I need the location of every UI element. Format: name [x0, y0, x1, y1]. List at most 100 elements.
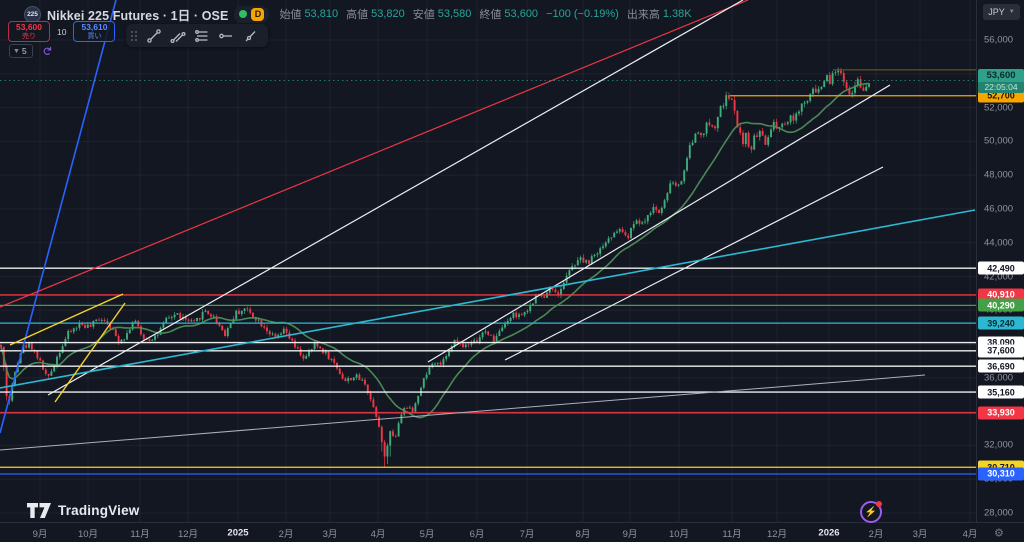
time-tick-label: 9月	[622, 528, 638, 540]
price-level-badge[interactable]: 40,910	[978, 288, 1024, 302]
time-tick-label: 9月	[32, 528, 48, 540]
time-tick-label: 7月	[519, 528, 535, 540]
price-tick-label: 56,000	[984, 34, 1014, 46]
time-tick-label: 2月	[868, 528, 884, 540]
trend-line-white-long	[47, 0, 744, 396]
buy-label: 買い	[87, 32, 102, 40]
tradingview-logo-text: TradingView	[58, 503, 140, 518]
symbol-title[interactable]: Nikkei 225 Futures · 1日 · OSE	[47, 8, 229, 23]
chart-area[interactable]: 225 Nikkei 225 Futures · 1日 · OSE D 始値 53…	[0, 0, 976, 523]
price-level-badge[interactable]: 40,290	[978, 298, 1024, 312]
price-tick-label: 48,000	[984, 169, 1014, 181]
parallel-channel-tool-icon[interactable]	[168, 26, 188, 45]
symbol-logo[interactable]: 225	[24, 5, 41, 23]
time-tick-label: 4月	[370, 528, 386, 540]
lightning-icon: ⚡	[864, 506, 878, 518]
trend-line-red-rising	[0, 0, 749, 308]
time-tick-label: 2025	[227, 527, 249, 538]
currency-label: JPY	[988, 7, 1005, 17]
trend-line-yellow-wedge-2	[54, 302, 126, 403]
tradingview-logo[interactable]: TradingView	[27, 503, 139, 518]
level-lines	[0, 69, 976, 475]
price-tick-label: 28,000	[984, 507, 1014, 519]
trend-line-tool-icon[interactable]	[144, 26, 164, 45]
sell-price: 53,600	[16, 22, 42, 33]
ohlc-label: 高値	[346, 9, 369, 21]
current-price-value: 53,600	[978, 68, 1024, 82]
qty-dropdown[interactable]: ▼ 5	[9, 44, 33, 58]
trend-line-yellow-wedge-1	[9, 293, 124, 346]
ohlc-value: 53,600	[504, 8, 539, 20]
ohlc-label: 出来高	[626, 9, 660, 21]
ohlc-row: 始値 53,810 高値 53,820 安値 53,580 終値 53,600 −100 (−0…	[279, 6, 696, 22]
price-level-badge[interactable]: 30,310	[978, 467, 1024, 481]
currency-button[interactable]: JPY ▼	[983, 4, 1020, 20]
price-tick-label: 50,000	[984, 135, 1014, 147]
bar-countdown: 22:05:04	[978, 81, 1024, 93]
time-tick-label: 2026	[818, 527, 840, 538]
trend-line-cyan-rising	[0, 209, 976, 389]
horizontal-ray-tool-icon[interactable]	[216, 26, 236, 45]
interval-badge: D	[251, 7, 265, 21]
ohlc-value: 53,810	[304, 8, 339, 20]
price-level-badge[interactable]: 33,930	[978, 406, 1024, 420]
price-axis[interactable]: JPY ▼ 56,00054,00052,00050,00048,00046,0…	[976, 0, 1024, 522]
time-tick-label: 10月	[668, 528, 690, 540]
grid	[0, 0, 976, 522]
market-status-pill[interactable]: D	[234, 5, 270, 23]
price-tick-label: 32,000	[984, 439, 1014, 451]
sell-label: 売り	[22, 32, 36, 40]
price-level-badge[interactable]: 42,490	[978, 261, 1024, 275]
ray-tool-icon[interactable]	[240, 26, 260, 45]
ohlc-value: 53,580	[437, 8, 472, 20]
ohlc-label: 始値	[279, 9, 302, 21]
trend-line-gray-shallow	[0, 374, 926, 451]
time-tick-label: 11月	[722, 528, 742, 540]
tradingview-logo-icon	[27, 503, 51, 518]
ohlc-value: −100 (−0.19%)	[546, 8, 619, 20]
trend-line-white-chan-up	[427, 84, 891, 363]
price-level-badge[interactable]: 39,240	[978, 316, 1024, 330]
spread-value: 10	[57, 26, 67, 37]
buy-price: 53,610	[81, 22, 108, 33]
time-tick-label: 3月	[322, 528, 338, 540]
drawing-toolbar	[126, 24, 268, 47]
time-tick-label: 3月	[912, 528, 928, 540]
fib-retracement-tool-icon[interactable]	[192, 26, 212, 45]
sell-button[interactable]: 53,600 売り	[8, 21, 50, 42]
trade-widget: 53,600 売り 10 53,610 買い	[8, 21, 116, 42]
time-axis[interactable]: ⚙ 9月 10月 11月 12月 2025 2月 3月 4月 5月 6月 7月 8月 9月 10月 11月 1…	[0, 522, 1024, 542]
symbol-legend: 225 Nikkei 225 Futures · 1日 · OSE D 始値 53…	[24, 4, 697, 24]
time-tick-label: 12月	[177, 528, 199, 540]
trend-lines	[0, 0, 976, 451]
qty-row: ▼ 5 ↻	[9, 44, 54, 58]
market-open-dot-icon	[239, 10, 248, 18]
price-level-badge[interactable]: 37,600	[978, 344, 1024, 358]
ohlc-label: 終値	[479, 9, 502, 21]
moving-average-line	[0, 82, 870, 419]
trend-line-white-chan-low	[504, 166, 884, 361]
time-tick-label: 8月	[575, 528, 591, 540]
time-tick-label: 11月	[130, 528, 150, 540]
price-level-badge[interactable]: 36,690	[978, 359, 1024, 373]
price-tick-label: 44,000	[984, 237, 1014, 249]
chevron-down-icon: ▼	[1008, 9, 1015, 15]
time-tick-label: 12月	[766, 528, 788, 540]
quick-alert-button[interactable]: ⚡	[860, 501, 882, 523]
ohlc-value: 1.38K	[662, 8, 692, 20]
price-tick-label: 36,000	[984, 372, 1014, 384]
buy-button[interactable]: 53,610 買い	[73, 21, 116, 42]
reload-icon[interactable]: ↻	[39, 45, 54, 57]
gear-icon[interactable]: ⚙	[994, 527, 1004, 539]
qty-value: 5	[21, 46, 27, 56]
toolbar-drag-handle-icon[interactable]	[131, 30, 137, 41]
chevron-down-icon: ▼	[13, 47, 20, 55]
price-level-badge[interactable]: 35,160	[978, 385, 1024, 399]
current-price-badge: 53,600 22:05:04	[978, 68, 1024, 93]
time-tick-label: 5月	[419, 528, 435, 540]
candlestick-canvas[interactable]	[0, 0, 976, 522]
time-tick-label: 4月	[962, 528, 978, 540]
notification-dot	[876, 501, 882, 507]
ohlc-label: 安値	[412, 9, 435, 21]
